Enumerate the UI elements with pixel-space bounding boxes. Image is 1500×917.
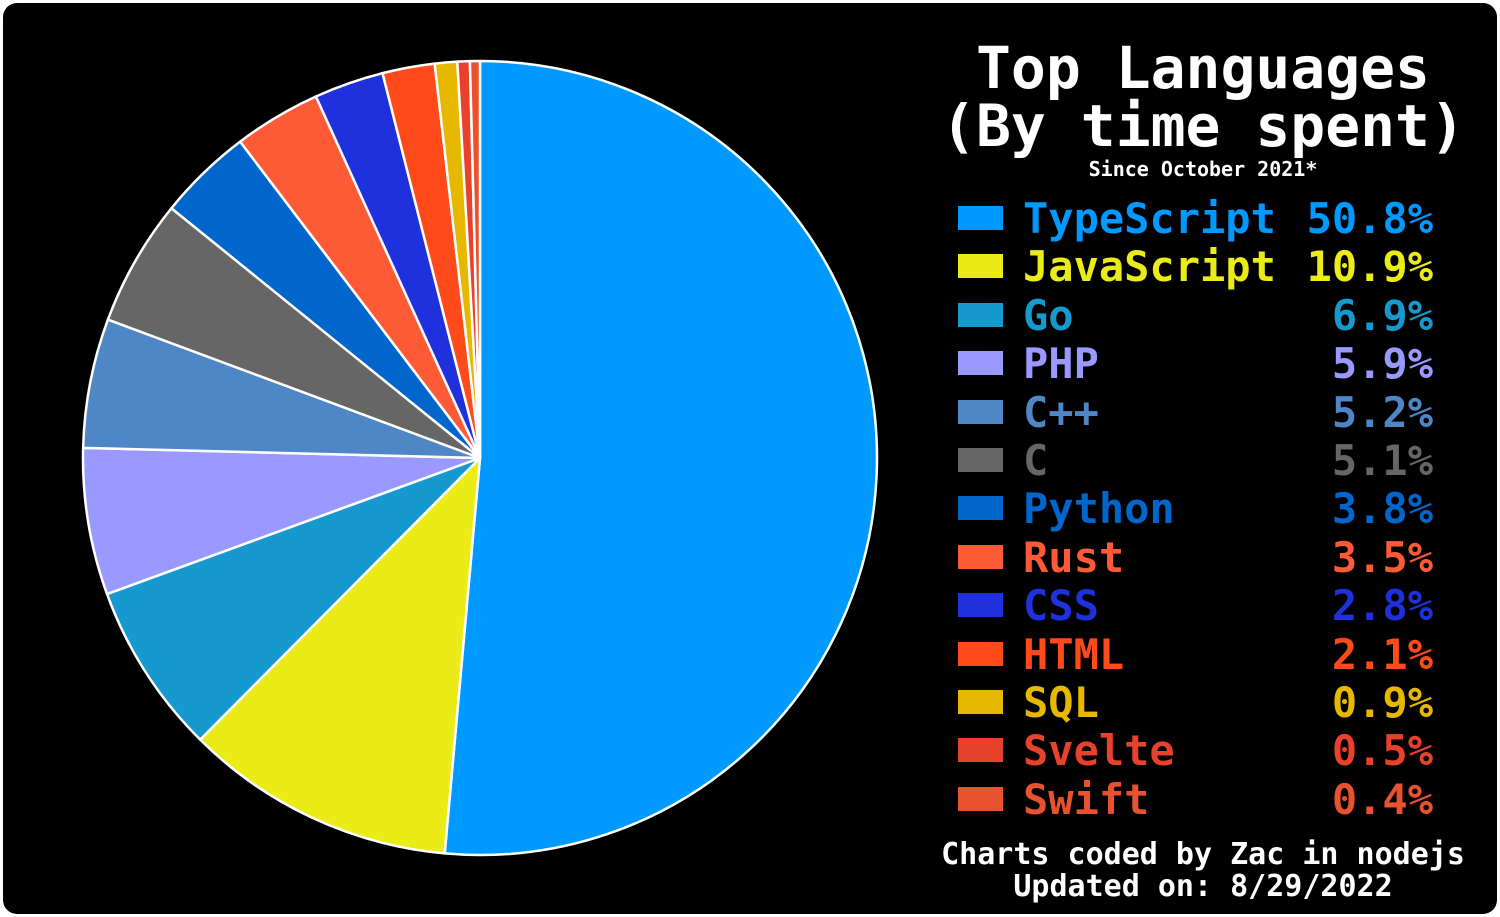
legend-item-go: Go 6.9% bbox=[958, 290, 1478, 340]
legend-swatch bbox=[958, 447, 1003, 472]
legend-label: Svelte bbox=[1023, 726, 1175, 776]
legend-item-html: HTML 2.1% bbox=[958, 629, 1478, 679]
legend-percent: 6.9% bbox=[1331, 290, 1433, 340]
legend-percent: 3.8% bbox=[1331, 484, 1433, 534]
legend: TypeScript 50.8% JavaScript 10.9% Go 6.9% PHP 5… bbox=[958, 195, 1478, 824]
legend-label: TypeScript bbox=[1023, 194, 1276, 243]
legend-label: SQL bbox=[1023, 677, 1099, 727]
legend-percent: 5.1% bbox=[1331, 435, 1433, 485]
pie-slice-go bbox=[105, 456, 482, 741]
footer-credit: Charts coded by Zac in nodejs bbox=[941, 837, 1465, 872]
legend-swatch bbox=[958, 496, 1003, 521]
legend-label: C++ bbox=[1023, 387, 1099, 437]
legend-swatch bbox=[958, 206, 1003, 230]
legend-percent: 0.5% bbox=[1331, 726, 1433, 776]
legend-label: Go bbox=[1023, 290, 1074, 340]
pie-slice-php bbox=[81, 446, 482, 596]
pie-slice-typescript bbox=[443, 59, 879, 857]
legend-swatch bbox=[958, 738, 1003, 763]
legend-swatch bbox=[958, 399, 1003, 424]
legend-label: JavaScript bbox=[1023, 242, 1276, 292]
legend-swatch bbox=[958, 689, 1003, 714]
legend-swatch bbox=[958, 254, 1003, 279]
chart-title-line-1: Top Languages bbox=[976, 34, 1430, 102]
legend-swatch bbox=[958, 302, 1003, 327]
legend-percent: 0.4% bbox=[1331, 774, 1433, 824]
legend-item-svelte: Svelte 0.5% bbox=[958, 727, 1478, 775]
chart-subtitle: Since October 2021* bbox=[1088, 157, 1318, 181]
legend-item-rust: Rust 3.5% bbox=[958, 532, 1478, 582]
legend-item-php: PHP 5.9% bbox=[958, 340, 1478, 388]
legend-swatch bbox=[958, 351, 1003, 376]
legend-percent: 5.2% bbox=[1331, 387, 1433, 437]
legend-swatch bbox=[958, 593, 1003, 618]
legend-item-sql: SQL 0.9% bbox=[958, 677, 1478, 727]
legend-percent: 50.8% bbox=[1306, 194, 1433, 243]
legend-item-cplusplus: C++ 5.2% bbox=[958, 387, 1478, 437]
legend-percent: 10.9% bbox=[1306, 242, 1433, 292]
legend-item-swift: Swift 0.4% bbox=[958, 774, 1478, 824]
legend-swatch bbox=[958, 544, 1003, 569]
legend-item-css: CSS 2.8% bbox=[958, 582, 1478, 630]
legend-percent: 0.9% bbox=[1331, 677, 1433, 727]
legend-label: Swift bbox=[1023, 774, 1150, 824]
legend-label: Python bbox=[1023, 484, 1175, 534]
legend-percent: 2.1% bbox=[1331, 629, 1433, 679]
chart-card: Top Languages (By time spent) Since Octo… bbox=[3, 3, 1497, 914]
legend-label: Rust bbox=[1023, 532, 1125, 582]
legend-percent: 3.5% bbox=[1331, 532, 1433, 582]
pie-slice-javascript bbox=[198, 456, 482, 855]
chart-title-line-2: (By time spent) bbox=[941, 92, 1465, 160]
legend-item-typescript: TypeScript 50.8% bbox=[958, 195, 1478, 243]
legend-label: CSS bbox=[1023, 581, 1099, 631]
legend-swatch bbox=[958, 641, 1003, 666]
legend-percent: 2.8% bbox=[1331, 581, 1433, 631]
legend-label: C bbox=[1023, 435, 1049, 485]
legend-item-c: C 5.1% bbox=[958, 435, 1478, 485]
legend-label: HTML bbox=[1023, 629, 1125, 679]
footer-updated: Updated on: 8/29/2022 bbox=[1013, 869, 1393, 904]
legend-item-javascript: JavaScript 10.9% bbox=[958, 243, 1478, 291]
pie-chart bbox=[81, 59, 879, 857]
legend-item-python: Python 3.8% bbox=[958, 485, 1478, 533]
legend-label: PHP bbox=[1023, 339, 1099, 389]
legend-swatch bbox=[958, 786, 1003, 811]
legend-percent: 5.9% bbox=[1331, 339, 1433, 389]
pie-slice-swift bbox=[468, 59, 482, 460]
